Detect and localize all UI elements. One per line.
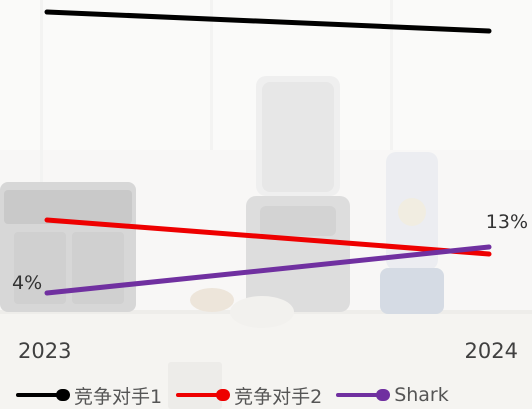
legend-label-competitor2: 竞争对手2: [234, 385, 323, 408]
legend-swatch-shark: [336, 389, 391, 401]
series-line-2: [44, 217, 492, 257]
x-axis: 2023 2024: [18, 339, 518, 363]
legend-label-shark: Shark: [394, 384, 449, 406]
legend-swatch-competitor2: [176, 389, 231, 401]
legend-item-competitor2: 竞争对手2: [176, 382, 322, 409]
x-tick-label: 2024: [465, 339, 518, 363]
data-label-end: 13%: [486, 211, 528, 233]
legend: 竞争对手1 竞争对手2 Shark: [0, 381, 532, 409]
data-labels: 4% 13%: [12, 211, 528, 294]
series-line-1: [44, 9, 492, 34]
legend-item-shark: Shark: [336, 384, 449, 406]
legend-swatch-competitor1: [16, 389, 70, 401]
legend-item-competitor1: 竞争对手1: [16, 382, 162, 409]
x-tick-label: 2023: [18, 339, 71, 363]
legend-label-competitor1: 竞争对手1: [74, 385, 163, 408]
data-label-start: 4%: [12, 272, 42, 294]
series-layer: [44, 9, 492, 296]
series-line-3: [44, 244, 492, 296]
